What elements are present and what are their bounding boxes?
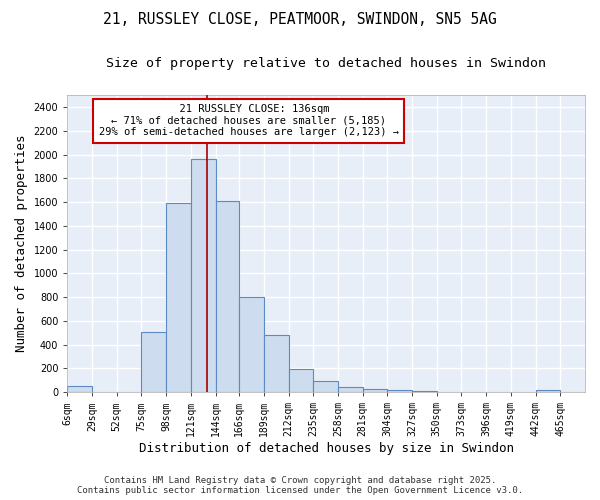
- Y-axis label: Number of detached properties: Number of detached properties: [15, 135, 28, 352]
- Bar: [191, 160, 215, 392]
- Bar: [362, 388, 388, 392]
- Bar: [166, 204, 191, 392]
- Bar: [313, 382, 338, 392]
- Bar: [67, 386, 92, 392]
- X-axis label: Distribution of detached houses by size in Swindon: Distribution of detached houses by size …: [139, 442, 514, 455]
- Bar: [289, 369, 313, 392]
- Bar: [215, 201, 239, 392]
- Bar: [142, 332, 166, 392]
- Bar: [338, 387, 362, 392]
- Bar: [536, 390, 560, 392]
- Bar: [264, 335, 289, 392]
- Bar: [412, 391, 437, 392]
- Text: Contains HM Land Registry data © Crown copyright and database right 2025.
Contai: Contains HM Land Registry data © Crown c…: [77, 476, 523, 495]
- Text: 21 RUSSLEY CLOSE: 136sqm
← 71% of detached houses are smaller (5,185)
29% of sem: 21 RUSSLEY CLOSE: 136sqm ← 71% of detach…: [98, 104, 398, 138]
- Text: 21, RUSSLEY CLOSE, PEATMOOR, SWINDON, SN5 5AG: 21, RUSSLEY CLOSE, PEATMOOR, SWINDON, SN…: [103, 12, 497, 28]
- Bar: [388, 390, 412, 392]
- Bar: [239, 296, 264, 392]
- Title: Size of property relative to detached houses in Swindon: Size of property relative to detached ho…: [106, 58, 546, 70]
